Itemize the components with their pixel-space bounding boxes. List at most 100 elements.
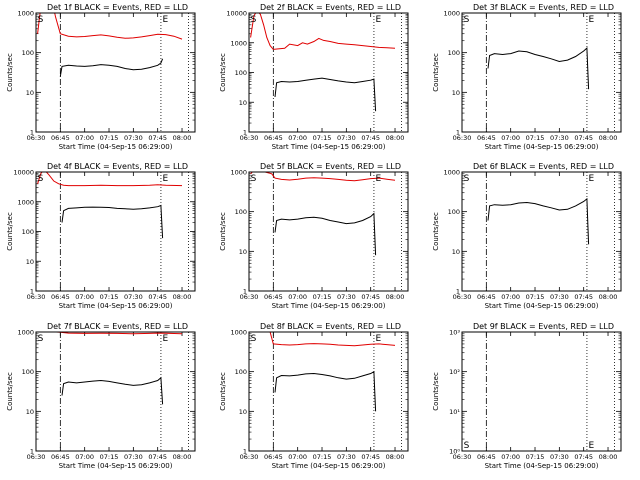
x-tick-label: 07:30 — [550, 453, 569, 461]
y-tick-label: 1 — [243, 129, 247, 137]
end-marker: E — [376, 174, 382, 184]
x-tick-label: 07:30 — [124, 134, 143, 142]
x-tick-label: 07:15 — [313, 453, 332, 461]
x-tick-label: 07:45 — [574, 134, 593, 142]
start-marker: S — [251, 15, 257, 25]
x-tick-label: 06:45 — [264, 293, 283, 301]
x-tick-label: 07:00 — [75, 134, 94, 142]
x-tick-label: 08:00 — [386, 453, 405, 461]
x-tick-label: 06:45 — [477, 134, 496, 142]
y-axis-label: Counts/sec — [6, 372, 14, 411]
x-tick-label: 06:30 — [240, 134, 259, 142]
x-tick-label: 07:30 — [337, 293, 356, 301]
y-axis-label: Counts/sec — [6, 53, 14, 92]
end-marker: E — [589, 174, 595, 184]
y-tick-label: 1000 — [17, 329, 34, 337]
events-series-line — [59, 58, 164, 77]
panel-title: Det 6f BLACK = Events, RED = LLD — [473, 162, 614, 171]
x-tick-label: 07:30 — [550, 293, 569, 301]
y-axis-label: Counts/sec — [432, 372, 440, 411]
x-tick-label: 07:00 — [75, 293, 94, 301]
panel-det-4: Det 4f BLACK = Events, RED = LLD Counts/s… — [6, 162, 196, 310]
panel-det-7: Det 7f BLACK = Events, RED = LLD Counts/s… — [6, 322, 196, 470]
y-tick-label: 1 — [456, 288, 460, 296]
x-tick-label: 08:00 — [599, 453, 618, 461]
y-tick-label: 1 — [456, 129, 460, 137]
y-tick-label: 100 — [22, 228, 34, 236]
x-axis-label: Start Time (04-Sep-15 06:29:00) — [485, 462, 599, 470]
y-tick-label: 1 — [243, 448, 247, 456]
panel-title: Det 5f BLACK = Events, RED = LLD — [260, 162, 401, 171]
y-tick-label: 10000 — [226, 10, 247, 18]
x-tick-label: 07:15 — [100, 293, 119, 301]
y-tick-label: 1000 — [17, 198, 34, 206]
x-tick-label: 08:00 — [599, 293, 618, 301]
y-tick-label: 10 — [26, 408, 34, 416]
y-tick-label: 1 — [30, 288, 34, 296]
panel-det-8: Det 8f BLACK = Events, RED = LLD Counts/s… — [219, 322, 409, 470]
y-tick-label: 10 — [239, 248, 247, 256]
x-tick-label: 07:00 — [288, 293, 307, 301]
x-tick-label: 07:45 — [361, 134, 380, 142]
lld-series-line — [250, 172, 396, 182]
x-axis-label: Start Time (04-Sep-15 06:29:00) — [272, 143, 386, 151]
x-tick-label: 07:00 — [501, 453, 520, 461]
x-tick-label: 07:15 — [313, 293, 332, 301]
events-series-line — [487, 47, 590, 90]
plot-frame — [248, 331, 409, 452]
x-tick-label: 07:45 — [574, 293, 593, 301]
plot-frame — [35, 12, 196, 133]
y-tick-label: 100 — [235, 208, 247, 216]
panel-det-9: Det 9f BLACK = Events, RED = LLD Counts/s… — [432, 322, 622, 470]
y-axis-label: Counts/sec — [219, 53, 227, 92]
end-marker: E — [163, 174, 169, 184]
x-tick-label: 07:45 — [361, 453, 380, 461]
panel-det-3: Det 3f BLACK = Events, RED = LLD Counts/s… — [432, 3, 622, 151]
x-axis-label: Start Time (04-Sep-15 06:29:00) — [272, 302, 386, 310]
plot-frame — [461, 12, 622, 133]
x-tick-label: 07:45 — [148, 134, 167, 142]
x-tick-label: 06:45 — [264, 134, 283, 142]
panel-title: Det 3f BLACK = Events, RED = LLD — [473, 3, 614, 12]
y-tick-label: 1000 — [230, 169, 247, 177]
y-tick-label: 1 — [243, 288, 247, 296]
x-tick-label: 08:00 — [173, 134, 192, 142]
y-tick-label: 10 — [452, 248, 460, 256]
y-tick-label: 1 — [30, 448, 34, 456]
x-tick-label: 07:00 — [288, 453, 307, 461]
events-series-line — [274, 77, 377, 112]
x-tick-label: 07:45 — [148, 453, 167, 461]
x-tick-label: 07:30 — [337, 134, 356, 142]
plot-frame — [461, 331, 622, 452]
x-tick-label: 07:00 — [501, 293, 520, 301]
x-axis-label: Start Time (04-Sep-15 06:29:00) — [59, 462, 173, 470]
x-tick-label: 06:30 — [240, 453, 259, 461]
x-tick-label: 07:00 — [75, 453, 94, 461]
x-tick-label: 06:45 — [264, 453, 283, 461]
x-tick-label: 08:00 — [173, 453, 192, 461]
y-tick-label: 100 — [22, 49, 34, 57]
x-tick-label: 07:30 — [550, 134, 569, 142]
start-marker: S — [251, 334, 257, 344]
x-tick-label: 06:30 — [27, 453, 46, 461]
y-axis-label: Counts/sec — [432, 212, 440, 251]
events-series-line — [487, 197, 590, 245]
end-marker: E — [589, 441, 595, 451]
x-tick-label: 07:15 — [526, 453, 545, 461]
end-marker: E — [589, 15, 595, 25]
panel-det-2: Det 2f BLACK = Events, RED = LLD Counts/s… — [219, 3, 409, 151]
x-tick-label: 06:45 — [477, 293, 496, 301]
y-axis-label: Counts/sec — [432, 53, 440, 92]
x-axis-label: Start Time (04-Sep-15 06:29:00) — [272, 462, 386, 470]
y-axis-label: Counts/sec — [219, 372, 227, 411]
plot-frame — [35, 331, 196, 452]
x-tick-label: 07:00 — [501, 134, 520, 142]
x-tick-label: 07:45 — [574, 453, 593, 461]
x-tick-label: 06:30 — [453, 453, 472, 461]
x-tick-label: 07:15 — [100, 453, 119, 461]
y-tick-label: 100 — [448, 208, 460, 216]
lld-series-line — [269, 332, 396, 347]
x-tick-label: 07:45 — [148, 293, 167, 301]
events-series-line — [274, 212, 377, 256]
start-marker: S — [38, 174, 44, 184]
